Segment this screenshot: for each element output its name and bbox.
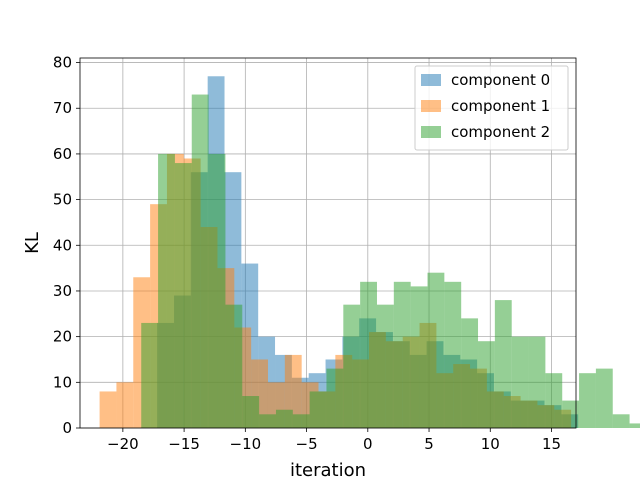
legend-label: component 2: [451, 123, 550, 141]
histogram-bar: [393, 281, 411, 428]
histogram-bar: [579, 373, 596, 428]
histogram-bar: [528, 336, 546, 428]
histogram-bar: [225, 304, 243, 428]
x-tick-label: 5: [424, 435, 434, 453]
histogram-bar: [141, 322, 159, 428]
x-axis-label: iteration: [290, 460, 366, 480]
legend-swatch: [421, 74, 441, 86]
x-tick-label: 10: [481, 435, 500, 453]
legend-label: component 0: [451, 71, 550, 89]
histogram-bar: [343, 304, 361, 428]
histogram-bar: [309, 391, 327, 428]
histogram-bar: [461, 318, 479, 428]
histogram-bar: [116, 382, 134, 428]
y-tick-label: 70: [53, 99, 72, 117]
y-tick-label: 10: [53, 373, 72, 391]
y-tick-label: 40: [53, 236, 72, 254]
histogram-bar: [174, 163, 192, 429]
legend-item: component 1: [421, 97, 550, 115]
histogram-bar: [494, 300, 512, 428]
histogram-bar: [259, 414, 276, 428]
y-tick-label: 0: [62, 419, 72, 437]
x-tick-label: 15: [542, 435, 561, 453]
series-component-2: [141, 94, 640, 429]
axis-ticks: −20 −15 −10 −5 0 5 10 15 0 10 20 30 40 50 60 70 80: [53, 54, 561, 453]
histogram-bar: [376, 304, 394, 428]
histogram-bar: [444, 281, 462, 428]
histogram-bar: [629, 423, 640, 428]
legend-frame: [414, 65, 569, 151]
histogram-bar: [99, 391, 117, 428]
y-tick-label: 50: [53, 191, 72, 209]
x-tick-label: −5: [296, 435, 318, 453]
histogram-bar: [562, 400, 580, 428]
histogram-bars: [99, 76, 640, 429]
histogram-bar: [478, 341, 495, 428]
histogram-bar: [511, 336, 529, 428]
y-tick-label: 30: [53, 282, 72, 300]
histogram-bar: [242, 396, 260, 428]
legend-item: component 2: [421, 123, 550, 141]
legend-item: component 0: [421, 71, 550, 89]
legend: component 0 component 1 component 2: [414, 65, 569, 151]
x-tick-label: −20: [107, 435, 139, 453]
histogram-bar: [545, 373, 563, 428]
y-tick-label: 60: [53, 145, 72, 163]
histogram-bar: [158, 153, 175, 429]
histogram-bar: [292, 414, 310, 428]
histogram-bar: [275, 409, 293, 428]
histogram-bar: [595, 368, 613, 428]
y-tick-label: 80: [53, 54, 72, 72]
x-tick-label: −10: [230, 435, 262, 453]
y-axis-label: KL: [22, 232, 43, 254]
histogram-bar: [427, 272, 445, 428]
x-tick-label: −15: [168, 435, 200, 453]
histogram-bar: [191, 94, 209, 428]
histogram-bar: [410, 286, 428, 428]
legend-swatch: [421, 100, 441, 112]
legend-swatch: [421, 126, 441, 138]
x-tick-label: 0: [363, 435, 373, 453]
legend-label: component 1: [451, 97, 550, 115]
histogram-bar: [326, 368, 344, 428]
plot-frame: [79, 57, 577, 429]
histogram-bar: [612, 414, 630, 428]
y-tick-label: 20: [53, 328, 72, 346]
histogram-bar: [360, 281, 377, 428]
histogram-bar: [208, 153, 226, 429]
